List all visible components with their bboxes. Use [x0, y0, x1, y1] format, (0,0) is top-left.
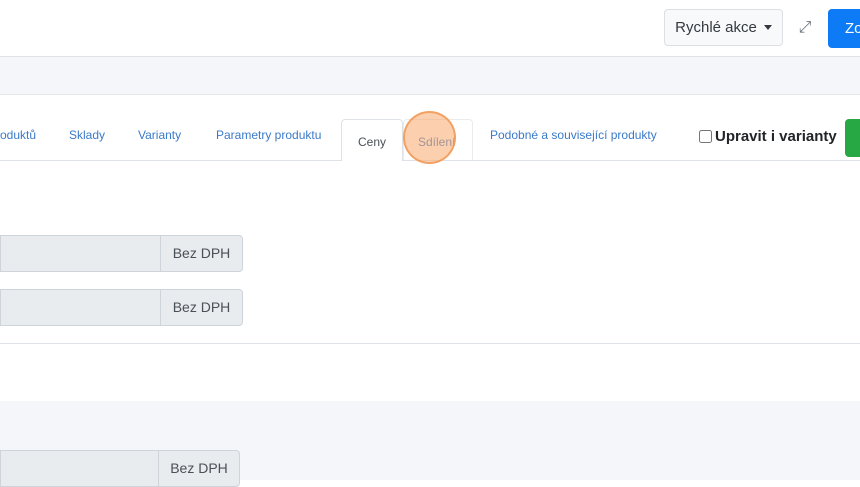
tab-podobne[interactable]: Podobné a související produkty	[490, 128, 657, 142]
caret-down-icon	[763, 25, 772, 30]
primary-button[interactable]: Zo	[828, 9, 860, 48]
tab-ceny[interactable]: Ceny	[341, 119, 403, 161]
breadcrumb-band	[0, 57, 860, 95]
tab-parametry[interactable]: Parametry produktu	[216, 128, 322, 142]
price-input[interactable]	[0, 235, 160, 272]
price-addon: Bez DPH	[160, 235, 243, 272]
price-input[interactable]	[0, 450, 158, 487]
quick-actions-dropdown[interactable]: Rychlé akce	[664, 9, 783, 46]
save-button[interactable]	[845, 119, 860, 157]
divider	[0, 343, 860, 344]
tab-varianty[interactable]: Varianty	[138, 128, 182, 142]
edit-variants-label: Upravit i varianty	[715, 128, 837, 145]
price-addon: Bez DPH	[160, 289, 243, 326]
checkbox[interactable]	[699, 130, 712, 143]
edit-variants-checkbox[interactable]: Upravit i varianty	[699, 128, 837, 145]
tab-sklady[interactable]: Sklady	[69, 128, 106, 142]
quick-actions-label: Rychlé akce	[675, 19, 757, 36]
expand-arrows-icon[interactable]: ⤢	[798, 19, 812, 36]
price-addon: Bez DPH	[158, 450, 240, 487]
price-input[interactable]	[0, 289, 160, 326]
tab-products[interactable]: oduktů	[0, 128, 37, 142]
click-indicator	[403, 111, 456, 164]
